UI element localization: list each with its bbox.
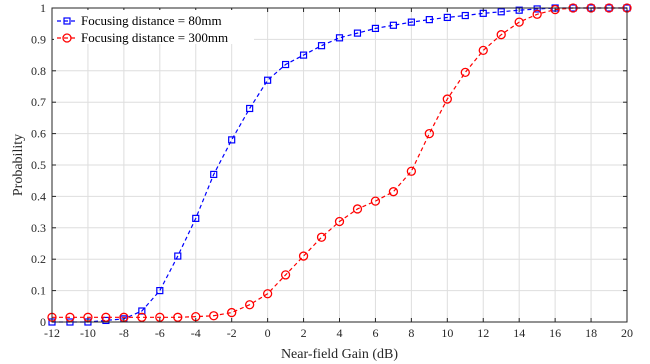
x-tick-label: -12: [44, 326, 60, 340]
x-tick-label: -6: [155, 326, 165, 340]
data-point-square: [389, 21, 398, 29]
data-point-square: [335, 34, 344, 42]
x-tick-label: 12: [477, 326, 489, 340]
x-tick-label: -10: [80, 326, 96, 340]
legend-box: [54, 10, 254, 44]
data-point-circle: [298, 251, 309, 261]
data-point-circle: [370, 196, 381, 206]
data-point-circle: [514, 17, 524, 27]
data-point-circle: [137, 312, 147, 322]
data-point-square: [246, 104, 254, 113]
x-tick-label: 4: [337, 326, 343, 340]
legend-label: Focusing distance = 300mm: [81, 30, 228, 45]
data-point-square: [443, 13, 451, 22]
data-point-circle: [478, 45, 488, 56]
y-tick-label: 0.8: [31, 64, 46, 78]
data-point-circle: [352, 204, 363, 214]
data-point-circle: [245, 300, 255, 310]
data-point-square: [515, 6, 523, 14]
y-tick-label: 0.1: [31, 284, 46, 298]
y-tick-label: 0.3: [31, 221, 46, 235]
y-tick-label: 0.2: [31, 252, 46, 266]
legend-item: Focusing distance = 300mm: [57, 30, 228, 45]
x-tick-label: 16: [549, 326, 561, 340]
data-point-square: [281, 60, 290, 69]
x-tick-label: 18: [585, 326, 597, 340]
x-tick-label: -4: [191, 326, 201, 340]
data-point-square: [192, 214, 200, 222]
x-tick-label: -2: [227, 326, 237, 340]
data-point-circle: [550, 4, 560, 15]
data-point-circle: [227, 307, 237, 318]
x-tick-label: 0: [265, 326, 271, 340]
data-point-square: [353, 29, 362, 37]
legend-item: Focusing distance = 80mm: [57, 13, 222, 28]
x-tick-label: -8: [119, 326, 129, 340]
data-point-circle: [442, 94, 452, 104]
data-point-square: [371, 24, 380, 33]
ticks: -12 -10 -8 -6 -4 -2 0 2 4 6 8 10 12 14 16 18 20 0 0.1 0.2 0.…: [31, 1, 633, 340]
data-point-square: [156, 287, 164, 295]
x-tick-label: 6: [372, 326, 378, 340]
data-point-square: [317, 42, 326, 50]
y-tick-label: 1: [40, 1, 46, 15]
y-tick-label: 0.9: [31, 32, 46, 46]
data-point-square: [210, 170, 218, 179]
data-point-circle: [532, 9, 542, 19]
data-point-circle: [65, 312, 75, 322]
data-point-circle: [280, 270, 291, 280]
data-point-circle: [173, 312, 183, 322]
y-tick-label: 0: [40, 315, 46, 329]
data-point-square: [63, 17, 71, 25]
y-tick-label: 0.4: [31, 189, 46, 203]
data-point-circle: [209, 311, 219, 321]
data-point-circle: [334, 216, 345, 227]
data-point-square: [174, 252, 182, 260]
data-point-circle: [460, 67, 470, 78]
series-line: [52, 7, 627, 323]
series-line: [52, 7, 627, 318]
x-tick-label: 20: [621, 326, 633, 340]
y-tick-label: 0.5: [31, 158, 46, 172]
data-point-square: [425, 16, 433, 24]
data-point-square: [533, 5, 541, 13]
data-point-circle: [101, 312, 111, 322]
data-point-square: [264, 76, 272, 84]
data-point-circle: [496, 30, 506, 40]
data-point-square: [228, 136, 236, 144]
x-tick-label: 8: [408, 326, 414, 340]
data-point-circle: [388, 187, 399, 197]
x-axis-label: Near-field Gain (dB): [281, 347, 398, 362]
data-point-circle: [424, 128, 434, 139]
legend: Focusing distance = 80mm Focusing distanc…: [54, 10, 254, 45]
x-tick-label: 2: [301, 326, 307, 340]
x-tick-label: 14: [513, 326, 525, 340]
y-tick-label: 0.7: [31, 95, 46, 109]
data-point-square: [299, 51, 308, 59]
data-point-square: [407, 18, 415, 26]
data-point-square: [138, 307, 146, 315]
legend-label: Focusing distance = 80mm: [81, 13, 222, 28]
data-point-square: [497, 8, 505, 16]
data-point-circle: [316, 232, 327, 242]
data-point-circle: [262, 289, 273, 299]
data-point-square: [461, 11, 469, 20]
y-axis-label: Probability: [11, 134, 26, 196]
data-point-circle: [406, 166, 417, 176]
x-tick-label: 10: [441, 326, 453, 340]
data-point-circle: [62, 33, 72, 43]
y-tick-label: 0.6: [31, 127, 46, 141]
